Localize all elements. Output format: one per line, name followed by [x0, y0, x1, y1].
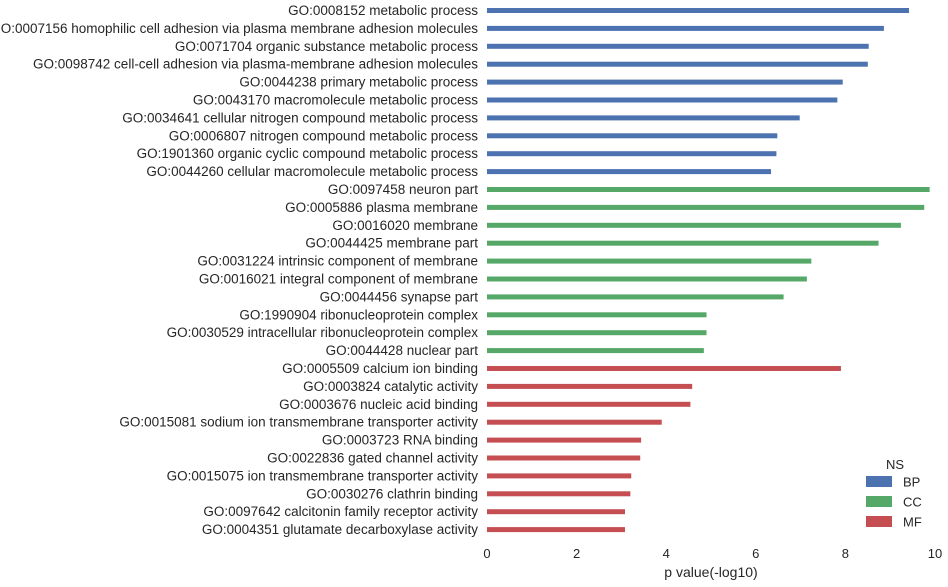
category-label: GO:0005886 plasma membrane [285, 200, 478, 215]
legend-title: NS [886, 457, 904, 472]
bar-bp [487, 115, 800, 121]
legend-swatch-cc [866, 496, 892, 507]
legend-label-cc: CC [903, 495, 922, 510]
x-tick-label: 4 [663, 546, 670, 561]
category-label: GO:0097458 neuron part [328, 182, 478, 197]
bar-cc [487, 258, 812, 264]
bar-mf [487, 455, 641, 461]
bar-bp [487, 61, 868, 67]
bar-mf [487, 366, 841, 371]
bar-bp [487, 25, 884, 31]
x-tick-label: 2 [573, 546, 580, 561]
bar-cc [487, 312, 707, 318]
bar-cc [487, 348, 704, 354]
x-tick-labels-group: 0 2 4 6 8 10 [483, 546, 942, 561]
category-label: GO:0004351 glutamate decarboxylase activ… [202, 522, 478, 537]
bar-cc [487, 187, 930, 192]
category-label: GO:0003824 catalytic activity [303, 379, 478, 394]
category-label: GO:0071704 organic substance metabolic p… [175, 39, 478, 54]
category-label: GO:0044428 nuclear part [326, 343, 479, 358]
bar-bp [487, 151, 777, 157]
bar-mf [487, 419, 662, 425]
bar-cc [487, 276, 807, 282]
x-tick-label: 10 [928, 546, 942, 561]
legend-swatch-mf [866, 516, 892, 527]
category-label: GO:0003723 RNA binding [322, 433, 478, 448]
category-label: GO:0044425 membrane part [305, 236, 478, 251]
bars-group [487, 8, 930, 533]
category-labels-group: GO:0008152 metabolic process GO:0007156 h… [0, 3, 478, 537]
category-label: GO:0044456 synapse part [320, 289, 479, 304]
bar-mf [487, 401, 691, 407]
bar-bp [487, 8, 910, 13]
legend-label-mf: MF [903, 515, 922, 530]
legend: NS BP CC MF [866, 457, 922, 530]
category-label: GO:0030529 intracellular ribonucleoprote… [167, 325, 479, 340]
bar-mf [487, 437, 642, 443]
category-label: GO:0005509 calcium ion binding [282, 361, 478, 376]
bar-bp [487, 97, 838, 103]
category-label: GO:0006807 nitrogen compound metabolic p… [169, 128, 478, 143]
x-tick-label: 6 [752, 546, 759, 561]
category-label: GO:0030276 clathrin binding [306, 486, 478, 501]
category-label: GO:0016020 membrane [332, 218, 478, 233]
legend-swatch-bp [866, 476, 892, 487]
bar-mf [487, 383, 693, 389]
bar-bp [487, 43, 869, 49]
category-label: GO:0003676 nucleic acid binding [279, 397, 478, 412]
category-label: GO:0031224 intrinsic component of membra… [197, 254, 478, 269]
x-tick-label: 0 [483, 546, 490, 561]
bar-bp [487, 79, 843, 85]
bar-cc [487, 222, 901, 228]
category-label: GO:0043170 macromolecule metabolic proce… [193, 93, 478, 108]
category-label: GO:0098742 cell-cell adhesion via plasma… [33, 57, 478, 72]
bar-bp [487, 169, 772, 175]
category-label: GO:0097642 calcitonin family receptor ac… [203, 504, 478, 519]
category-label: GO:0034641 cellular nitrogen compound me… [122, 110, 478, 125]
category-label: GO:0007156 homophilic cell adhesion via … [0, 21, 478, 36]
legend-label-bp: BP [903, 475, 920, 490]
bar-cc [487, 240, 879, 246]
category-label: GO:1990904 ribonucleoprotein complex [239, 307, 478, 322]
category-label: GO:0008152 metabolic process [288, 3, 478, 18]
category-label: GO:0015081 sodium ion transmembrane tran… [119, 415, 478, 430]
category-label: GO:1901360 organic cyclic compound metab… [137, 146, 479, 161]
bar-mf [487, 509, 625, 515]
category-label: GO:0044238 primary metabolic process [239, 75, 478, 90]
bar-bp [487, 133, 778, 139]
category-label: GO:0044260 cellular macromolecule metabo… [146, 164, 478, 179]
legend-entries-group: BP CC MF [866, 475, 922, 530]
category-label: GO:0022836 gated channel activity [267, 451, 478, 466]
bar-cc [487, 294, 784, 300]
bar-cc [487, 204, 925, 210]
category-label: GO:0016021 integral component of membran… [199, 272, 478, 287]
x-tick-label: 8 [842, 546, 849, 561]
bar-mf [487, 527, 625, 533]
bar-mf [487, 491, 631, 497]
bar-cc [487, 330, 707, 336]
bar-mf [487, 473, 632, 479]
category-label: GO:0015075 ion transmembrane transporter… [167, 468, 479, 483]
x-axis-title: p value(-log10) [664, 564, 757, 580]
